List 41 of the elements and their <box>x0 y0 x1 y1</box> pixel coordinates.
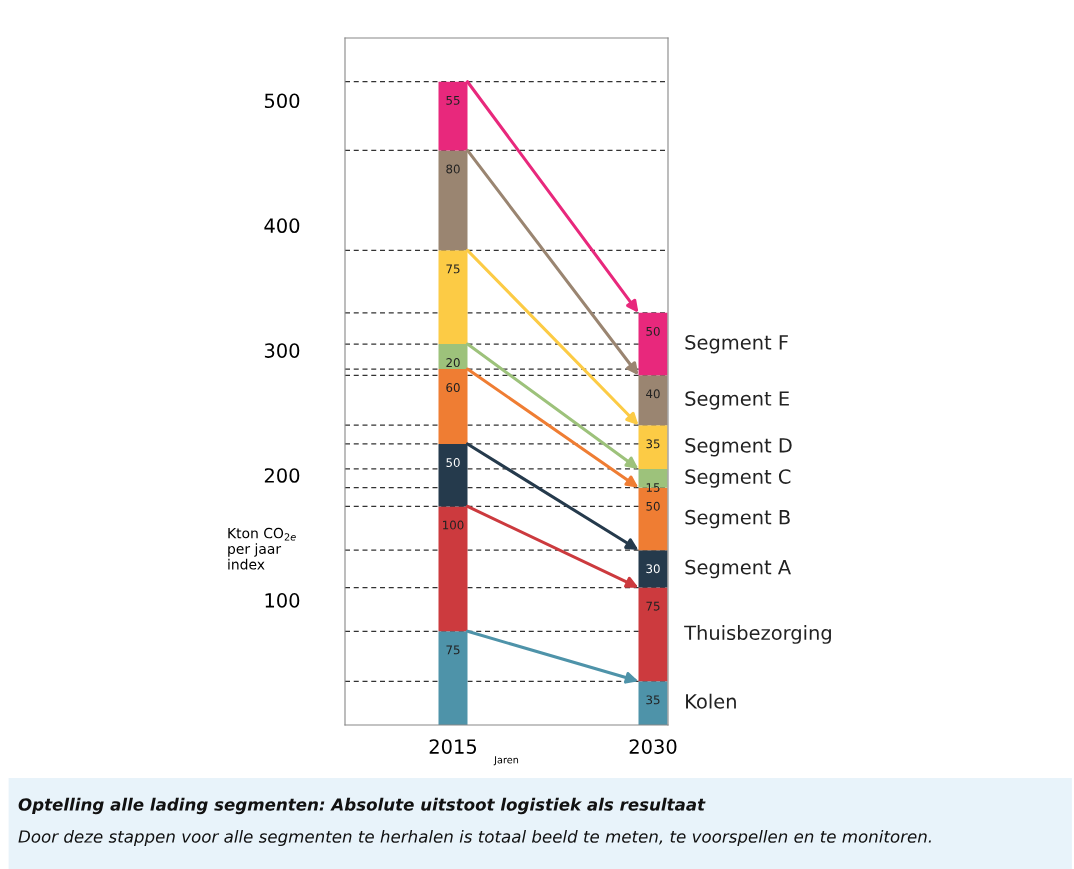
series-label: Segment C <box>685 469 791 488</box>
data-label: 55 <box>446 95 460 105</box>
series-label: Segment A <box>685 559 791 579</box>
bar <box>638 681 668 725</box>
bar <box>638 550 668 588</box>
data-label: 75 <box>646 601 660 611</box>
data-label: 40 <box>646 389 660 399</box>
bar <box>638 312 668 376</box>
series-label: Kolen <box>686 693 736 709</box>
bar <box>638 587 668 682</box>
y-tick-label: 100 <box>265 593 300 608</box>
y-tick-label: 300 <box>264 343 300 358</box>
data-label: 35 <box>646 695 660 705</box>
x-axis-title: Jaren <box>493 756 519 766</box>
series-label: Segment D <box>685 438 792 457</box>
text: Door deze stappen voor alle segmenten te herhalen is totaal beeld te meten, te voorspellen en te monitoren. <box>18 829 931 847</box>
x-tick-label: 2030 <box>629 739 677 754</box>
data-label: 30 <box>646 564 660 574</box>
data-label: 60 <box>446 383 460 393</box>
series-label: Segment F <box>685 334 788 354</box>
y-tick-label: 400 <box>264 218 300 234</box>
data-label: 100 <box>443 520 464 530</box>
data-label: 15 <box>646 483 660 492</box>
series-label: Segment B <box>685 509 790 529</box>
series-label: Segment E <box>685 391 789 410</box>
bar <box>638 375 668 426</box>
data-label: 50 <box>446 458 460 467</box>
bar <box>638 425 668 469</box>
data-label: 80 <box>446 164 460 174</box>
data-label: 75 <box>446 645 460 655</box>
y-axis-title: Kton CO$_{2e}$ per jaar index <box>228 527 296 570</box>
data-label: 75 <box>446 264 460 274</box>
y-tick-label: 200 <box>264 468 300 483</box>
data-label: 35 <box>646 439 660 449</box>
series-label: Thuisbezorging <box>684 625 831 644</box>
x-tick-label: 2015 <box>429 739 477 754</box>
data-label: 50 <box>646 501 660 511</box>
data-label: 50 <box>646 326 660 336</box>
text: Optelling alle lading segmenten: Absolute uitstoot logistiek als resultaat <box>18 797 706 815</box>
data-label: 20 <box>446 358 460 368</box>
y-tick-label: 500 <box>264 93 300 109</box>
